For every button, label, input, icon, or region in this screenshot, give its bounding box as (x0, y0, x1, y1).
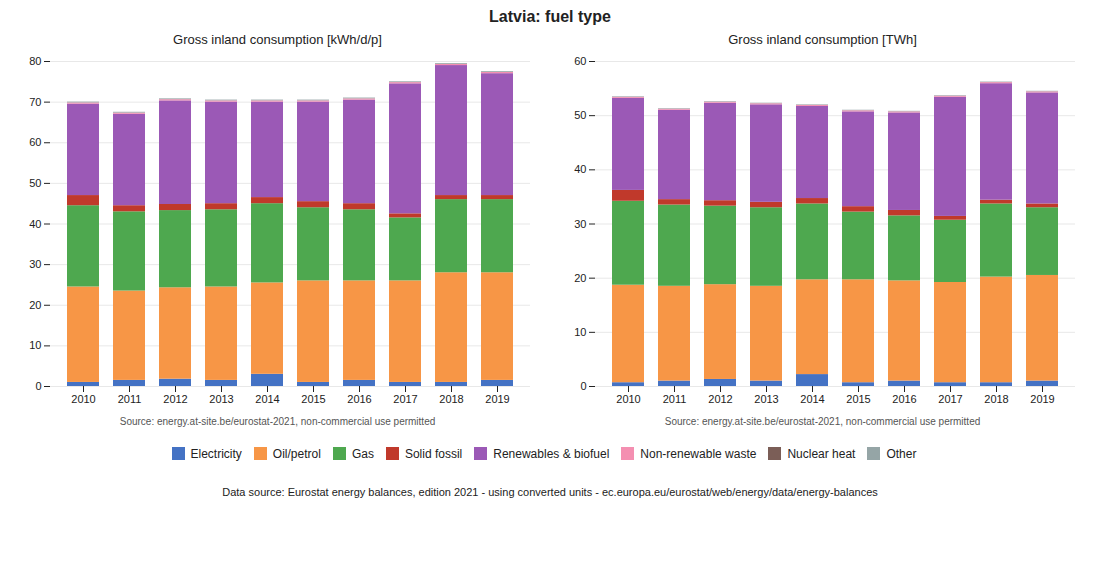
svg-text:2016: 2016 (347, 393, 371, 405)
svg-text:60: 60 (29, 136, 41, 148)
html-text:Source: energy.at-site.be/euro: Source: energy.at-site.be/eurostat-2021,… (119, 416, 436, 427)
svg-text:2011: 2011 (663, 393, 687, 405)
svg-text:2012: 2012 (708, 393, 732, 405)
svg-text:2016: 2016 (892, 393, 916, 405)
html-text:Solid fossil: Solid fossil (404, 446, 463, 461)
svg-text:50: 50 (574, 109, 586, 121)
svg-text:20: 20 (29, 299, 41, 311)
html-text:Gas: Gas (351, 446, 374, 461)
html-text:Renewables & biofuel: Renewables & biofuel (493, 446, 610, 461)
svg-text:2013: 2013 (209, 393, 233, 405)
svg-text:70: 70 (29, 96, 41, 108)
svg-text:2019: 2019 (1030, 393, 1054, 405)
svg-text:80: 80 (29, 55, 41, 67)
svg-text:2018: 2018 (439, 393, 463, 405)
svg-text:2017: 2017 (938, 393, 962, 405)
svg-text:10: 10 (29, 339, 41, 351)
svg-text:2014: 2014 (800, 393, 824, 405)
svg-text:2015: 2015 (301, 393, 325, 405)
svg-text:2011: 2011 (118, 393, 142, 405)
svg-text:2017: 2017 (393, 393, 417, 405)
svg-text:40: 40 (29, 218, 41, 230)
svg-text:2013: 2013 (754, 393, 778, 405)
html-text:Nuclear heat: Nuclear heat (787, 446, 856, 461)
html-text:Data source: Eurostat energy b: Data source: Eurostat energy balances, e… (222, 486, 878, 498)
svg-text:40: 40 (574, 163, 586, 175)
html-text:Non-renewable waste: Non-renewable waste (640, 446, 757, 461)
svg-text:30: 30 (574, 218, 586, 230)
svg-text:2012: 2012 (163, 393, 187, 405)
svg-text:0: 0 (35, 380, 41, 392)
svg-text:50: 50 (29, 177, 41, 189)
svg-text:20: 20 (574, 272, 586, 284)
html-text:Other: Other (886, 446, 917, 461)
svg-text:0: 0 (580, 380, 586, 392)
svg-text:60: 60 (574, 55, 586, 67)
svg-text:10: 10 (574, 326, 586, 338)
html-text:Electricity: Electricity (190, 446, 242, 461)
svg-text:2018: 2018 (984, 393, 1008, 405)
svg-text:2010: 2010 (616, 393, 640, 405)
svg-text:2015: 2015 (846, 393, 870, 405)
svg-text:2010: 2010 (71, 393, 95, 405)
html-text:Gross inland consumption [TWh]: Gross inland consumption [TWh] (728, 32, 917, 47)
html-text:Latvia: fuel type: Latvia: fuel type (489, 8, 611, 25)
svg-text:2014: 2014 (255, 393, 279, 405)
svg-text:30: 30 (29, 258, 41, 270)
html-text:Oil/petrol: Oil/petrol (272, 446, 321, 461)
html-text:Gross inland consumption [kWh/: Gross inland consumption [kWh/d/p] (173, 32, 382, 47)
svg-text:2019: 2019 (485, 393, 509, 405)
html-text:Source: energy.at-site.be/euro: Source: energy.at-site.be/eurostat-2021,… (664, 416, 981, 427)
